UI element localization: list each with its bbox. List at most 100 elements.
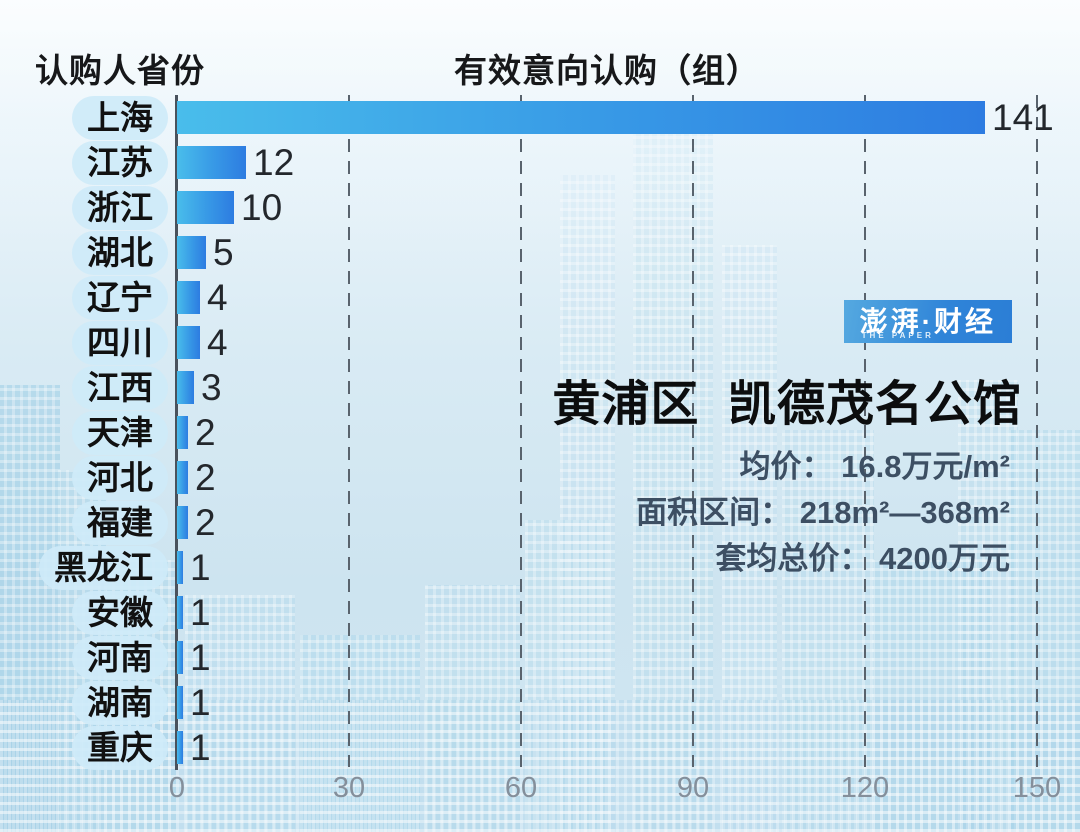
category-label-zone: 江苏: [0, 140, 168, 185]
category-label-zone: 湖北: [0, 230, 168, 275]
value-label: 2: [195, 502, 216, 543]
y-axis-line: [175, 95, 178, 770]
category-label-zone: 浙江: [0, 185, 168, 230]
category-label: 安徽: [72, 590, 168, 635]
value-label: 2: [195, 412, 216, 453]
value-label: 1: [190, 592, 211, 633]
chart-row-福建: 福建 2: [0, 500, 1080, 545]
chart-row-河南: 河南 1: [0, 635, 1080, 680]
chart-row-湖北: 湖北 5: [0, 230, 1080, 275]
x-tick-30: 30: [332, 772, 366, 804]
bar-湖北: [177, 236, 206, 269]
value-label: 12: [253, 142, 295, 183]
bar-辽宁: [177, 281, 200, 314]
category-label-zone: 福建: [0, 500, 168, 545]
bar-江西: [177, 371, 194, 404]
gridline-30: [348, 95, 350, 767]
brand-logo-subtext: THE PAPER: [861, 331, 934, 340]
value-label: 5: [213, 232, 234, 273]
chart-row-江苏: 江苏 12: [0, 140, 1080, 185]
category-label-zone: 上海: [0, 95, 168, 140]
building-shape: [782, 430, 874, 832]
value-label: 1: [190, 682, 211, 723]
property-details: 均价： 16.8万元/m² 面积区间： 218m²—368m² 套均总价： 4200…: [636, 444, 1010, 582]
category-label: 湖北: [72, 230, 168, 275]
value-label: 1: [190, 547, 211, 588]
category-label-zone: 江西: [0, 365, 168, 410]
category-label: 河北: [72, 455, 168, 500]
bar-河南: [177, 641, 183, 674]
brand-logo-text: 澎湃·财经: [859, 305, 996, 337]
chart-row-安徽: 安徽 1: [0, 590, 1080, 635]
value-label: 1: [190, 637, 211, 678]
category-label: 上海: [72, 95, 168, 140]
building-shape: [425, 585, 520, 832]
value-label: 10: [241, 187, 283, 228]
category-label-zone: 黑龙江: [0, 545, 168, 590]
building-shape: [0, 385, 60, 832]
category-label: 江西: [72, 365, 168, 410]
value-label: 4: [207, 277, 228, 318]
chart-row-湖南: 湖南 1: [0, 680, 1080, 725]
bar-四川: [177, 326, 200, 359]
brand-logo: 澎湃·财经 THE PAPER: [843, 300, 1012, 343]
detail-套均总价: 套均总价： 4200万元: [715, 541, 1010, 576]
category-label: 辽宁: [72, 275, 168, 320]
category-label: 湖南: [72, 680, 168, 725]
x-tick-90: 90: [676, 772, 710, 804]
bar-黑龙江: [177, 551, 183, 584]
chart-row-浙江: 浙江 10: [0, 185, 1080, 230]
building-shape: [872, 560, 992, 832]
chart-row-河北: 河北 2: [0, 455, 1080, 500]
category-label: 福建: [72, 500, 168, 545]
category-label: 河南: [72, 635, 168, 680]
bar-湖南: [177, 686, 183, 719]
detail-面积区间: 面积区间： 218m²—368m²: [636, 495, 1010, 530]
category-label: 天津: [72, 410, 168, 455]
value-label: 3: [201, 367, 222, 408]
category-label-zone: 四川: [0, 320, 168, 365]
category-label-zone: 重庆: [0, 725, 168, 770]
x-tick-150: 150: [1012, 772, 1062, 804]
category-label: 四川: [72, 320, 168, 365]
building-shape: [525, 520, 610, 832]
bar-江苏: [177, 146, 246, 179]
chart-row-江西: 江西 3: [0, 365, 1080, 410]
value-label: 141: [992, 97, 1054, 138]
chart-title: 有效意向认购（组）: [454, 52, 760, 89]
category-label-zone: 湖南: [0, 680, 168, 725]
chart-row-辽宁: 辽宁 4: [0, 275, 1080, 320]
value-label: 2: [195, 457, 216, 498]
chart-row-上海: 上海 141: [0, 95, 1080, 140]
bar-安徽: [177, 596, 183, 629]
gridline-150: [1036, 95, 1038, 767]
building-shape: [300, 635, 420, 832]
category-label: 重庆: [72, 725, 168, 770]
bar-河北: [177, 461, 188, 494]
chart-row-四川: 四川 4: [0, 320, 1080, 365]
detail-均价: 均价： 16.8万元/m²: [739, 449, 1010, 484]
x-tick-60: 60: [504, 772, 538, 804]
chart-row-天津: 天津 2: [0, 410, 1080, 455]
category-label-zone: 安徽: [0, 590, 168, 635]
axis-header-provinces: 认购人省份: [35, 52, 205, 89]
value-label: 1: [190, 727, 211, 768]
bar-上海: [177, 101, 985, 134]
chart-row-黑龙江: 黑龙江 1: [0, 545, 1080, 590]
chart-row-重庆: 重庆 1: [0, 725, 1080, 770]
bar-福建: [177, 506, 188, 539]
category-label-zone: 天津: [0, 410, 168, 455]
x-tick-120: 120: [840, 772, 890, 804]
value-label: 4: [207, 322, 228, 363]
gridline-90: [692, 95, 694, 767]
category-label: 黑龙江: [39, 545, 168, 590]
category-label-zone: 辽宁: [0, 275, 168, 320]
category-label-zone: 河北: [0, 455, 168, 500]
x-tick-0: 0: [168, 772, 186, 804]
building-shape: [958, 380, 1018, 832]
building-shape: [1008, 430, 1080, 832]
category-label: 浙江: [72, 185, 168, 230]
building-shape: [185, 595, 295, 832]
bar-天津: [177, 416, 188, 449]
